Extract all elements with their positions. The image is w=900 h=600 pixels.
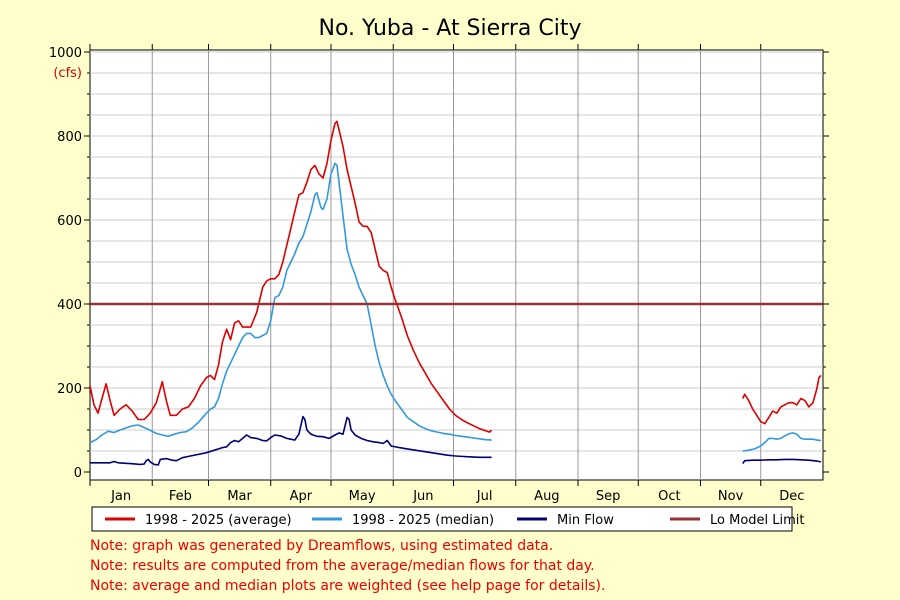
- note-weighting: Note: average and median plots are weigh…: [90, 578, 606, 594]
- x-tick-label: Oct: [658, 489, 680, 504]
- y-tick-label: 400: [57, 298, 82, 313]
- series-line-2: [90, 415, 492, 466]
- y-tick-label: 600: [57, 214, 82, 229]
- series-line-1: [742, 432, 822, 452]
- y-tick-label: 0: [74, 466, 82, 481]
- legend-label: Min Flow: [557, 513, 614, 528]
- y-tick-label: 200: [57, 382, 82, 397]
- note-estimated-data: Note: graph was generated by Dreamflows,…: [90, 538, 554, 554]
- x-tick-label: Apr: [290, 489, 313, 504]
- grid: [90, 50, 823, 480]
- series-line-0: [741, 374, 822, 425]
- series-layer: [89, 120, 823, 466]
- x-tick-label: Jan: [110, 489, 131, 504]
- legend-label: Lo Model Limit: [710, 513, 805, 528]
- y-tick-label: 800: [57, 130, 82, 145]
- x-tick-label: Feb: [169, 489, 192, 504]
- x-tick-label: Nov: [718, 489, 744, 504]
- chart-title: No. Yuba - At Sierra City: [319, 16, 582, 41]
- series-line-0: [89, 120, 493, 433]
- legend-items: 1998 - 2025 (average) 1998 - 2025 (median…: [105, 513, 805, 528]
- x-tick-label: Dec: [779, 489, 804, 504]
- x-tick-label: Jul: [476, 489, 493, 504]
- y-axis-unit-label: (cfs): [53, 66, 82, 81]
- x-tick-label: May: [349, 489, 376, 504]
- note-computation: Note: results are computed from the aver…: [90, 558, 595, 574]
- y-tick-label: 1000: [49, 46, 82, 61]
- legend-label: 1998 - 2025 (median): [352, 513, 494, 528]
- x-tick-label: Mar: [227, 489, 252, 504]
- legend-label: 1998 - 2025 (average): [145, 513, 292, 528]
- series-line-1: [89, 162, 492, 444]
- x-tick-label: Sep: [596, 489, 621, 504]
- axes: 0 200 400 600 800 1000 Jan Feb Mar Apr May Jun Jul Au…: [49, 44, 829, 504]
- series-line-2: [742, 458, 822, 465]
- notes: Note: graph was generated by Dreamflows,…: [90, 536, 890, 596]
- x-tick-label: Jun: [412, 489, 433, 504]
- x-tick-label: Aug: [534, 489, 559, 504]
